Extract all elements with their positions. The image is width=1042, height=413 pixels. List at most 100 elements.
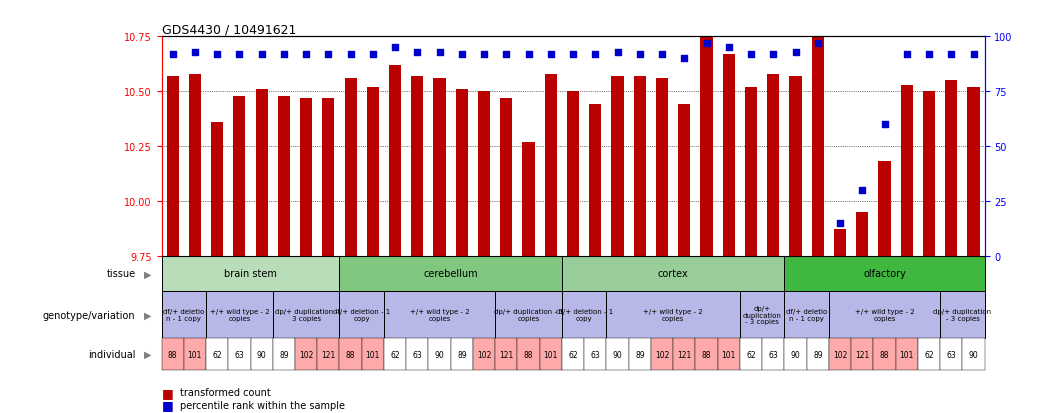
- Text: 90: 90: [435, 350, 445, 358]
- Bar: [829, 291, 940, 339]
- Point: [253, 51, 270, 58]
- Text: +/+ wild type - 2
copies: +/+ wild type - 2 copies: [854, 309, 915, 321]
- Bar: [896, 339, 918, 370]
- Bar: [162, 339, 183, 370]
- Bar: [384, 291, 495, 339]
- Point: [921, 51, 938, 58]
- Text: GDS4430 / 10491621: GDS4430 / 10491621: [162, 23, 296, 36]
- Bar: [562, 291, 606, 339]
- Bar: [428, 339, 451, 370]
- Point: [342, 51, 358, 58]
- Bar: [362, 339, 384, 370]
- Text: 63: 63: [768, 350, 778, 358]
- Bar: [273, 339, 295, 370]
- Point: [565, 51, 581, 58]
- Bar: [562, 339, 585, 370]
- Point: [698, 40, 715, 47]
- Text: genotype/variation: genotype/variation: [43, 310, 135, 320]
- Text: 62: 62: [391, 350, 400, 358]
- Bar: [545, 74, 557, 256]
- Bar: [807, 339, 829, 370]
- Text: percentile rank within the sample: percentile rank within the sample: [180, 400, 345, 410]
- Point: [676, 56, 693, 62]
- Bar: [673, 339, 695, 370]
- Bar: [585, 339, 606, 370]
- Bar: [406, 339, 428, 370]
- Point: [765, 51, 782, 58]
- Point: [876, 121, 893, 128]
- Bar: [522, 142, 535, 256]
- Bar: [923, 92, 935, 256]
- Bar: [495, 339, 518, 370]
- Text: 63: 63: [234, 350, 244, 358]
- Bar: [967, 88, 979, 256]
- Text: ▶: ▶: [144, 268, 151, 279]
- Text: ▶: ▶: [144, 310, 151, 320]
- Bar: [940, 339, 963, 370]
- Point: [410, 49, 426, 56]
- Text: 101: 101: [366, 350, 380, 358]
- Bar: [589, 105, 601, 256]
- Point: [788, 49, 804, 56]
- Bar: [540, 339, 562, 370]
- Bar: [495, 291, 562, 339]
- Point: [187, 49, 203, 56]
- Point: [898, 51, 915, 58]
- Text: 89: 89: [635, 350, 645, 358]
- Text: brain stem: brain stem: [224, 268, 277, 279]
- Bar: [695, 339, 718, 370]
- Bar: [634, 76, 646, 256]
- Point: [543, 51, 560, 58]
- Point: [610, 49, 626, 56]
- Text: dp/+ duplication
- 3 copies: dp/+ duplication - 3 copies: [934, 309, 992, 321]
- Bar: [940, 291, 985, 339]
- Point: [431, 49, 448, 56]
- Text: 102: 102: [655, 350, 669, 358]
- Bar: [651, 339, 673, 370]
- Point: [165, 51, 181, 58]
- Point: [720, 45, 737, 51]
- Text: dp/+ duplication - 3
copies: dp/+ duplication - 3 copies: [494, 309, 564, 321]
- Bar: [562, 256, 785, 291]
- Bar: [785, 256, 985, 291]
- Point: [476, 51, 493, 58]
- Text: 90: 90: [791, 350, 800, 358]
- Bar: [206, 339, 228, 370]
- Text: 90: 90: [256, 350, 267, 358]
- Text: +/+ wild type - 2
copies: +/+ wild type - 2 copies: [643, 309, 703, 321]
- Text: tissue: tissue: [106, 268, 135, 279]
- Text: 101: 101: [544, 350, 559, 358]
- Bar: [745, 88, 758, 256]
- Text: 101: 101: [899, 350, 914, 358]
- Text: ■: ■: [162, 386, 173, 399]
- Bar: [206, 291, 273, 339]
- Text: 102: 102: [299, 350, 314, 358]
- Bar: [900, 85, 913, 256]
- Bar: [317, 339, 340, 370]
- Bar: [250, 339, 273, 370]
- Point: [743, 51, 760, 58]
- Text: transformed count: transformed count: [180, 387, 271, 397]
- Point: [832, 220, 848, 227]
- Text: 101: 101: [188, 350, 202, 358]
- Text: dp/+
duplication
- 3 copies: dp/+ duplication - 3 copies: [743, 306, 782, 324]
- Text: individual: individual: [88, 349, 135, 359]
- Text: 63: 63: [413, 350, 422, 358]
- Text: 62: 62: [568, 350, 578, 358]
- Point: [631, 51, 648, 58]
- Bar: [189, 74, 201, 256]
- Point: [520, 51, 537, 58]
- Bar: [718, 339, 740, 370]
- Bar: [834, 230, 846, 256]
- Bar: [340, 256, 562, 291]
- Text: 102: 102: [477, 350, 491, 358]
- Bar: [606, 339, 628, 370]
- Bar: [433, 79, 446, 256]
- Bar: [162, 291, 206, 339]
- Text: 88: 88: [346, 350, 355, 358]
- Text: 63: 63: [591, 350, 600, 358]
- Bar: [785, 339, 807, 370]
- Bar: [255, 90, 268, 256]
- Text: +/+ wild type - 2
copies: +/+ wild type - 2 copies: [209, 309, 269, 321]
- Text: 121: 121: [677, 350, 692, 358]
